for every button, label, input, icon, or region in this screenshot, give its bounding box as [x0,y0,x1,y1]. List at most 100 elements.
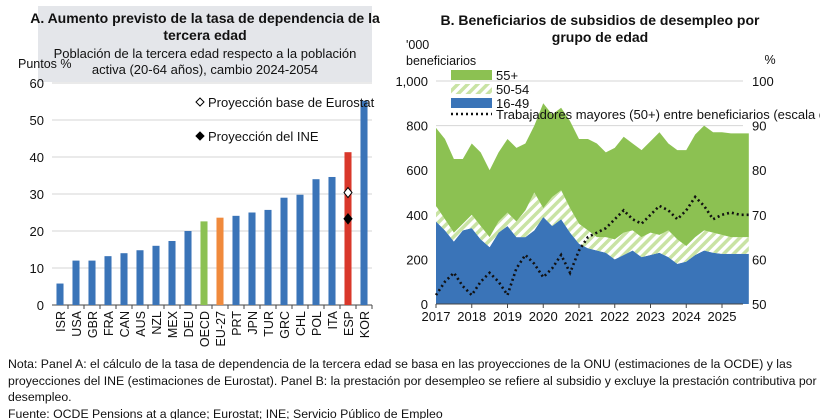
y-tick-label: 400 [406,208,428,223]
y-tick-label: 30 [30,187,44,202]
panel-a-subtitle-2: activa (20-64 años), cambio 2024-2054 [92,62,318,77]
bar-oecd [200,221,208,305]
x-tick-label: NZL [150,311,164,335]
bar-ita [328,176,336,305]
line-older-workers-share [434,194,749,299]
bar-usa [72,260,80,305]
y-right-tick-label: 90 [752,119,766,134]
legend-label: 16-49 [496,96,529,111]
bar-esp [344,152,352,305]
bar-tur [264,209,272,305]
legend-label: 50-54 [496,82,529,97]
x-tick-label: 2021 [565,309,594,324]
y-tick-label: 0 [37,298,44,313]
x-tick-label: GBR [86,311,100,338]
x-tick-label: 2025 [708,309,737,324]
y-tick-label: 40 [30,150,44,165]
bar-can [120,253,128,305]
x-tick-label: AUS [134,311,148,337]
y-tick-label: 10 [30,261,44,276]
x-tick-label: MEX [166,310,180,338]
notes: Nota: Panel A: el cálculo de la tasa de … [8,356,818,419]
x-tick-label: 2019 [493,309,522,324]
panel-b-ylabel-1: '000 [406,38,429,52]
y-tick-label: 60 [30,76,44,91]
x-tick-label: DEU [182,311,196,337]
bar-fra [104,256,112,305]
legend-swatch [451,70,492,80]
x-tick-label: POL [310,311,324,336]
y-tick-label: 800 [406,119,428,134]
legend-label: Trabajadores mayores (50+) entre benefic… [496,107,820,122]
eurostat-marker [343,186,353,199]
area-50-54 [436,190,749,264]
legend-marker-icon [195,131,205,141]
y-right-tick-label: 60 [752,252,766,267]
bar-nzl [152,245,160,305]
legend-swatch [451,98,492,108]
bar-kor [360,100,368,305]
x-tick-label: 2023 [636,309,665,324]
x-tick-label: 2018 [457,309,486,324]
y-right-tick-label: 80 [752,163,766,178]
bar-jpn [248,212,256,305]
x-tick-label: ISR [54,311,68,332]
bar-isr [56,283,64,305]
bar-prt [232,215,240,305]
bar-pol [312,179,320,305]
panel-a-header [38,6,372,82]
x-tick-label: OECD [198,311,212,347]
legend-swatch [451,84,492,94]
legend-label: Proyección del INE [208,129,319,144]
panel-b-title-1: B. Beneficiarios de subsidios de desempl… [441,12,761,28]
y-right-tick-label: 50 [752,297,766,312]
x-tick-label: GRC [278,311,292,339]
y-tick-label: 50 [30,113,44,128]
x-tick-label: EU-27 [214,311,228,346]
y-right-tick-label: 70 [752,208,766,223]
x-tick-label: JPN [246,311,260,335]
x-tick-label: FRA [102,310,116,336]
x-tick-label: 2022 [600,309,629,324]
panel-b-ylabel-right: % [764,53,775,67]
panel-a-ylabel: Puntos % [18,57,72,71]
legend-label: 55+ [496,68,518,83]
y-tick-label: 1,000 [395,74,428,89]
x-tick-label: TUR [262,311,276,337]
bar-eu-27 [216,217,224,305]
bar-grc [280,197,288,305]
x-tick-label: KOR [358,311,372,338]
x-tick-label: USA [70,310,84,336]
y-tick-label: 0 [421,297,428,312]
bar-chl [296,194,304,305]
legend-marker-icon [195,97,205,107]
bar-mex [168,240,176,305]
panel-a-title-1: A. Aumento previsto de la tasa de depend… [30,10,380,26]
ine-marker [343,212,353,225]
source-text: Fuente: OCDE Pensions at a glance; Euros… [8,406,443,419]
x-tick-label: ITA [326,310,340,329]
x-tick-label: 2020 [529,309,558,324]
bar-aus [136,250,144,305]
note-text: Nota: Panel A: el cálculo de la tasa de … [8,357,817,404]
y-tick-label: 600 [406,163,428,178]
bar-deu [184,231,192,305]
x-tick-label: 2024 [672,309,701,324]
x-tick-label: 2017 [422,309,451,324]
x-tick-label: CHL [294,311,308,336]
y-tick-label: 200 [406,252,428,267]
x-tick-label: PRT [230,311,244,336]
panel-b-ylabel-2: beneficiarios [406,54,476,68]
y-tick-label: 20 [30,224,44,239]
panel-b-title-2: grupo de edad [552,29,648,45]
area-16-49 [436,217,749,304]
x-tick-label: CAN [118,311,132,337]
bar-gbr [88,260,96,305]
x-tick-label: ESP [342,311,356,336]
area-55plus [436,103,749,247]
panel-a-title-2: tercera edad [163,27,246,43]
legend-label: Proyección base de Eurostat [208,95,375,110]
y-right-tick-label: 100 [752,74,774,89]
